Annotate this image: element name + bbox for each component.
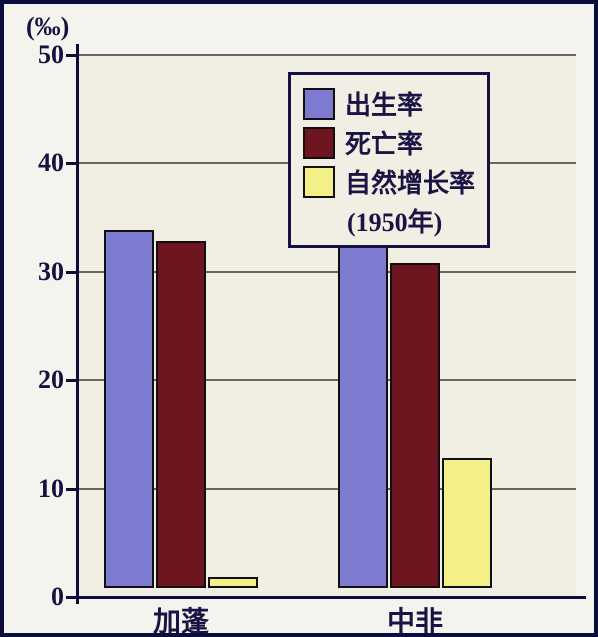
legend-item-birth_rate: 出生率 [303,85,475,122]
legend-item-death_rate: 死亡率 [303,124,475,161]
chart-container: (‰) 0 10 20 30 40 50 加蓬 中非 出生率死亡率自然增长率 (1950年) [0,0,598,637]
legend-swatch [303,166,335,198]
bar-natural_incr-1 [442,458,492,588]
y-axis [76,44,79,604]
y-tick-label: 50 [18,40,64,70]
legend-year-note: (1950年) [347,202,475,239]
bar-natural_incr-0 [208,577,258,588]
y-tick-label: 20 [18,365,64,395]
legend-label: 出生率 [345,85,423,122]
y-tick-label: 30 [18,257,64,287]
legend-label: 自然增长率 [345,163,475,200]
legend-label: 死亡率 [345,124,423,161]
legend: 出生率死亡率自然增长率 (1950年) [288,72,490,248]
x-category-label: 加蓬 [153,600,209,637]
gridline [76,54,576,56]
bar-birth_rate-0 [104,230,154,588]
x-axis [66,596,586,599]
x-category-label: 中非 [387,600,443,637]
y-tick-label: 0 [18,582,64,612]
y-axis-unit: (‰) [26,12,69,42]
bar-death_rate-0 [156,241,206,588]
y-tick-label: 10 [18,474,64,504]
y-tick-label: 40 [18,148,64,178]
legend-swatch [303,127,335,159]
legend-swatch [303,88,335,120]
legend-item-natural_incr: 自然增长率 [303,163,475,200]
bar-death_rate-1 [390,263,440,588]
